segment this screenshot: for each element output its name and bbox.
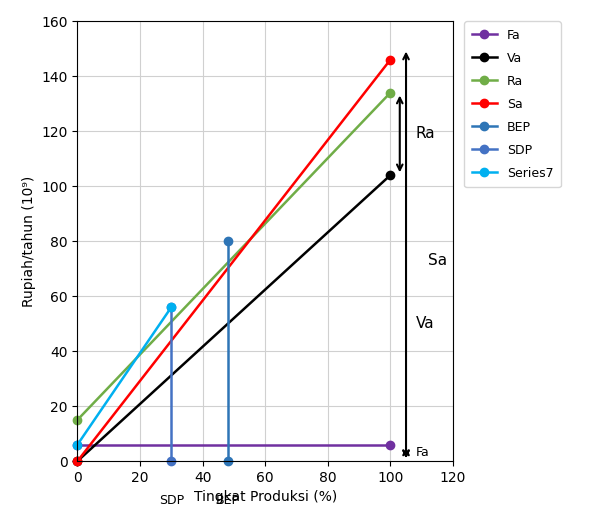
Text: Fa: Fa	[415, 446, 429, 460]
Text: BEP: BEP	[216, 494, 240, 507]
X-axis label: Tingkat Produksi (%): Tingkat Produksi (%)	[194, 490, 337, 505]
Y-axis label: Rupiah/tahun (10⁹): Rupiah/tahun (10⁹)	[21, 175, 36, 307]
BEP	[224, 458, 231, 464]
Line: SDP: SDP	[167, 303, 175, 465]
Text: SDP: SDP	[159, 494, 184, 507]
BEP	[224, 238, 231, 244]
Series7	[74, 441, 81, 448]
SDP	[168, 458, 175, 464]
Line: BEP: BEP	[224, 237, 232, 465]
Text: Sa: Sa	[428, 253, 447, 268]
SDP	[168, 304, 175, 310]
Series7	[168, 304, 175, 310]
Line: Series7: Series7	[73, 303, 175, 449]
Text: Ra: Ra	[415, 127, 435, 142]
Text: Va: Va	[415, 316, 434, 331]
Legend: Fa, Va, Ra, Sa, BEP, SDP, Series7: Fa, Va, Ra, Sa, BEP, SDP, Series7	[464, 21, 561, 187]
